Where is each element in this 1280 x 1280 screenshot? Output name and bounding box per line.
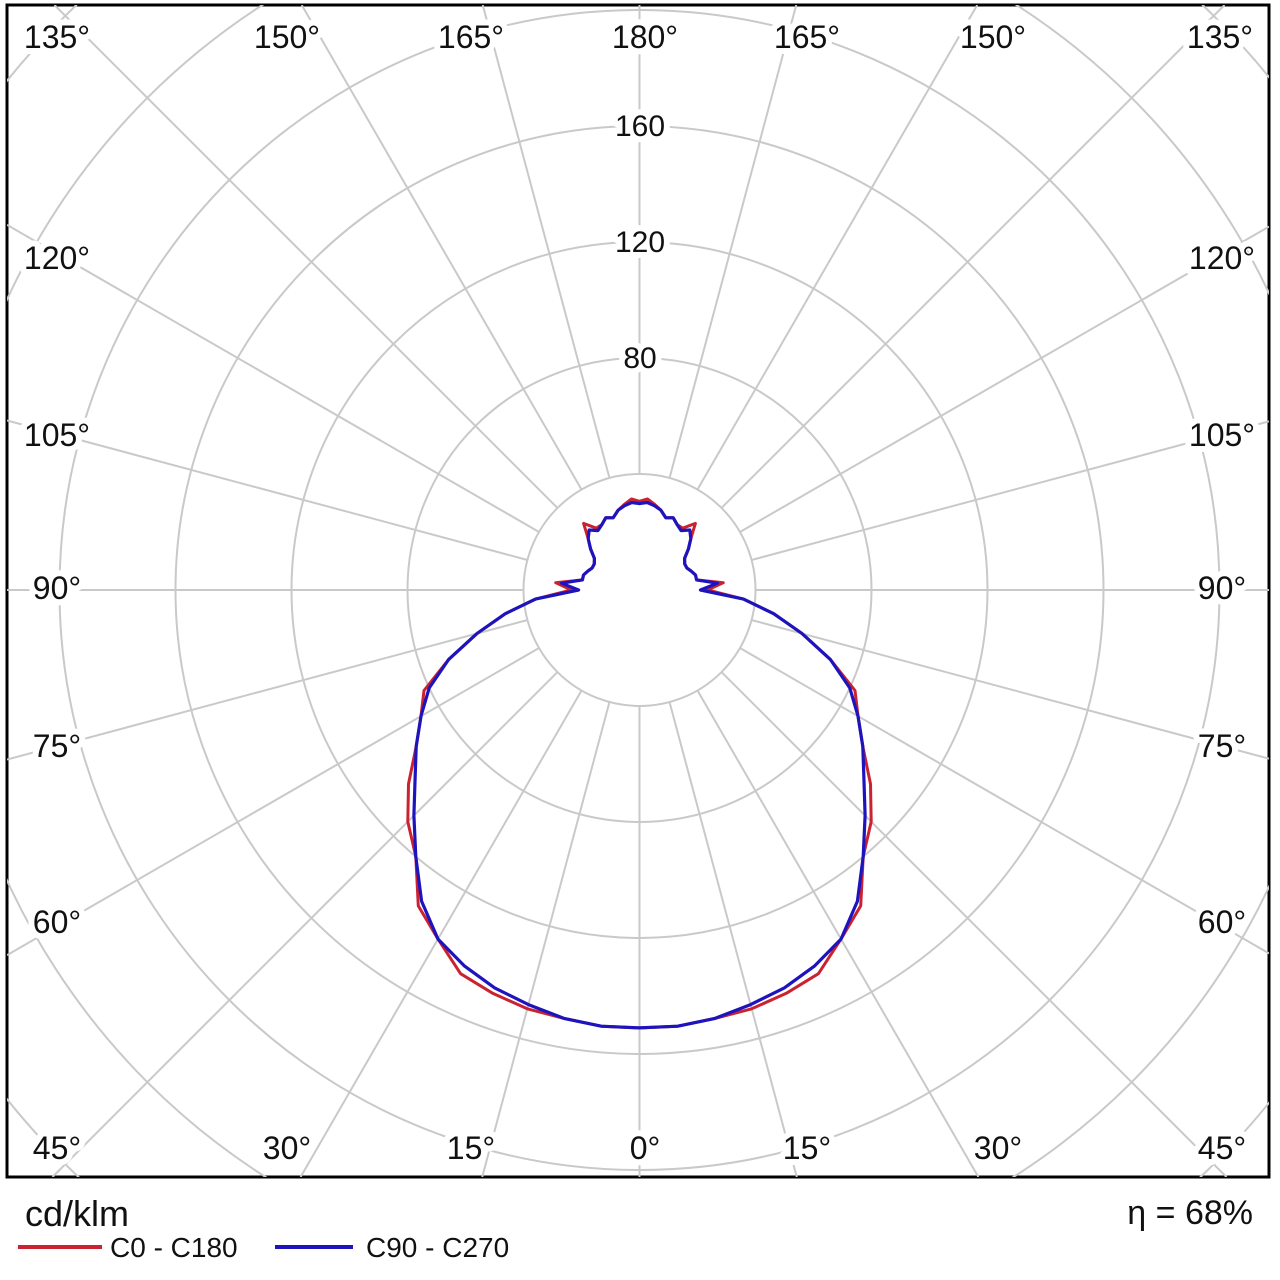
angle-label-left: 75° <box>33 728 81 764</box>
grid-radial-line <box>299 689 583 1177</box>
grid-radial-line <box>668 701 798 1177</box>
grid-radial-line <box>720 5 1226 509</box>
grid-radial-line <box>668 5 798 479</box>
legend-label-c0: C0 - C180 <box>110 1232 238 1263</box>
grid-radial-line <box>720 671 1228 1177</box>
grid-radial-line <box>7 223 540 533</box>
legend: C0 - C180 C90 - C270 <box>18 1232 509 1263</box>
intensity-curves <box>406 497 873 1030</box>
units-label: cd/klm <box>25 1193 129 1234</box>
grid-radial-line <box>51 671 559 1177</box>
grid-radial-line <box>7 419 528 561</box>
angle-label-right: 90° <box>1198 570 1246 606</box>
legend-label-c90: C90 - C270 <box>366 1232 509 1263</box>
angle-label-top: 135° <box>24 19 90 55</box>
angle-label-top: 180° <box>612 19 678 55</box>
grid-radial-line <box>751 619 1269 760</box>
grid-radial-line <box>696 5 979 491</box>
angle-label-left: 90° <box>33 570 81 606</box>
efficiency-value: η = 68% <box>1127 1194 1253 1232</box>
angle-label-bottom: 45° <box>33 1130 81 1166</box>
angle-label-bottom: 15° <box>447 1130 495 1166</box>
angle-label-bottom: 15° <box>783 1130 831 1166</box>
grid-radial-line <box>751 420 1269 561</box>
ring-value-label: 120 <box>615 226 665 259</box>
angle-label-left: 60° <box>33 904 81 940</box>
grid-radial-line <box>739 225 1269 533</box>
grid-radial-line <box>739 647 1269 955</box>
angle-label-top: 135° <box>1187 19 1253 55</box>
angle-label-top: 165° <box>438 19 504 55</box>
angle-label-top: 150° <box>960 19 1026 55</box>
angle-label-left: 120° <box>24 240 90 276</box>
angle-label-right: 120° <box>1189 240 1255 276</box>
angle-label-bottom: 30° <box>263 1130 311 1166</box>
grid-radial-line <box>481 701 611 1177</box>
ring-value-label: 80 <box>623 342 656 375</box>
angle-label-left: 105° <box>24 417 90 453</box>
grid-radial-line <box>300 5 583 491</box>
angle-label-right: 105° <box>1189 417 1255 453</box>
grid-radial-line <box>7 619 528 761</box>
angle-label-bottom: 30° <box>974 1130 1022 1166</box>
angle-label-top: 165° <box>774 19 840 55</box>
angle-label-bottom: 45° <box>1198 1130 1246 1166</box>
grid-radial-line <box>53 5 559 509</box>
curve-c90-c270 <box>412 500 867 1030</box>
angle-label-right: 75° <box>1198 728 1246 764</box>
grid-radial-line <box>7 647 540 957</box>
angle-label-right: 60° <box>1198 904 1246 940</box>
axis-labels: 135° 150° 165° 180° 165° 150° 135° 120° 105° 90° 7… <box>18 13 1261 1172</box>
angle-label-bottom: 0° <box>630 1130 661 1166</box>
ring-value-label: 160 <box>615 110 665 143</box>
angle-label-top: 150° <box>254 19 320 55</box>
grid-radial-line <box>481 5 611 479</box>
grid-radial-line <box>696 689 980 1177</box>
